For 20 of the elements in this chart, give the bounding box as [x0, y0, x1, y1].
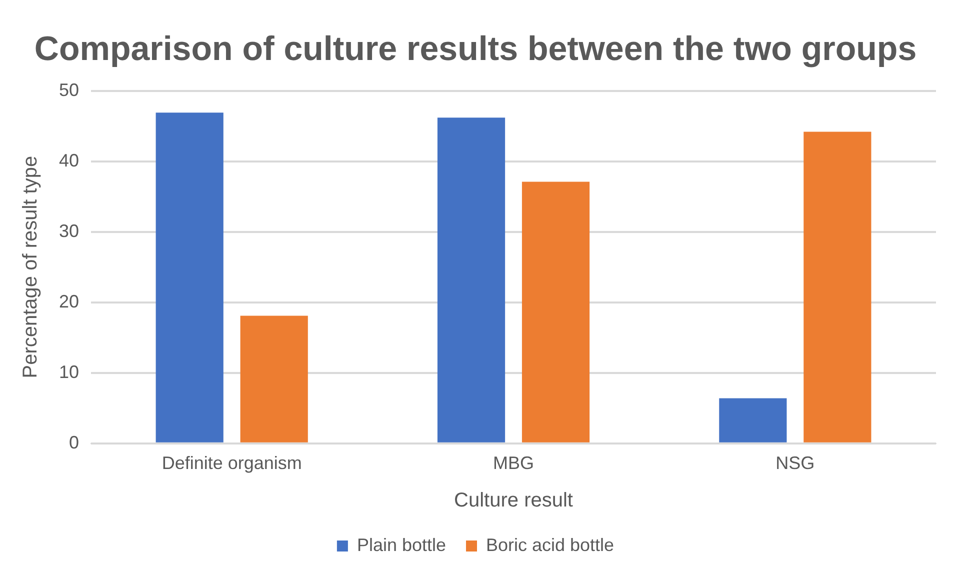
bar — [156, 112, 224, 442]
y-axis-title: Percentage of result type — [20, 156, 42, 378]
x-tick-label: Definite organism — [162, 453, 302, 474]
bar — [719, 398, 787, 442]
chart-title: Comparison of culture results between the two groups — [34, 30, 917, 68]
y-tick-label: 10 — [58, 362, 80, 382]
bar — [437, 118, 506, 442]
bar — [240, 316, 308, 442]
x-axis-title: Culture result — [454, 490, 574, 512]
y-tick-label: 30 — [58, 220, 80, 241]
x-tick-label: NSG — [776, 453, 815, 474]
legend-label: Boric acid bottle — [486, 534, 614, 555]
x-tick-label: MBG — [493, 453, 534, 474]
bar — [522, 182, 590, 442]
y-tick-label: 0 — [69, 432, 80, 452]
legend-label: Plain bottle — [356, 534, 446, 555]
bar — [804, 132, 872, 442]
y-tick-label: 40 — [58, 150, 80, 170]
y-tick-label: 50 — [58, 80, 80, 100]
y-tick-label: 20 — [58, 291, 80, 312]
